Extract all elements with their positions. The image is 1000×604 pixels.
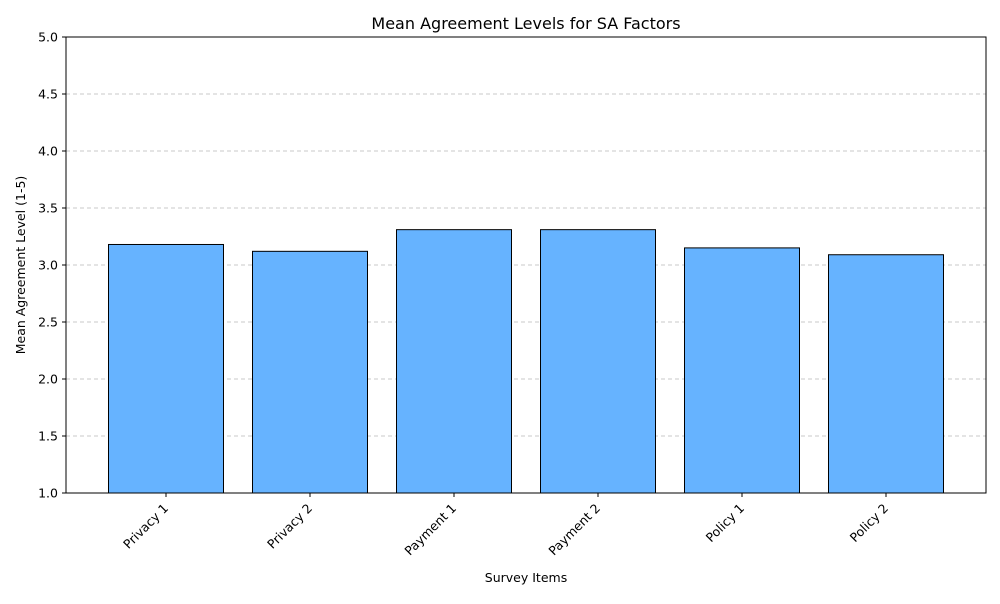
y-tick-label: 4.0	[38, 144, 58, 159]
bar-policy-2	[828, 254, 944, 494]
bar-policy-1	[684, 247, 800, 494]
bar-privacy-2	[252, 250, 368, 494]
y-tick-label: 4.5	[38, 87, 58, 102]
y-tick-label: 3.5	[38, 201, 58, 216]
bar-payment-2	[540, 229, 656, 494]
y-tick-label: 5.0	[38, 30, 58, 45]
y-tick-label: 3.0	[38, 258, 58, 273]
y-tick-label: 2.0	[38, 372, 58, 387]
y-tick-label: 2.5	[38, 315, 58, 330]
y-tick-label: 1.0	[38, 486, 58, 501]
chart-title: Mean Agreement Levels for SA Factors	[371, 14, 680, 33]
y-axis-label: Mean Agreement Level (1-5)	[13, 176, 28, 355]
y-axis-ticks: 1.0 1.5 2.0 2.5 3.0 3.5 4.0 4.5 5.0	[38, 30, 66, 501]
bar-privacy-1	[108, 243, 224, 494]
x-axis-label: Survey Items	[485, 570, 567, 585]
bar-payment-1	[396, 229, 512, 494]
y-tick-label: 1.5	[38, 429, 58, 444]
bars	[108, 229, 944, 494]
